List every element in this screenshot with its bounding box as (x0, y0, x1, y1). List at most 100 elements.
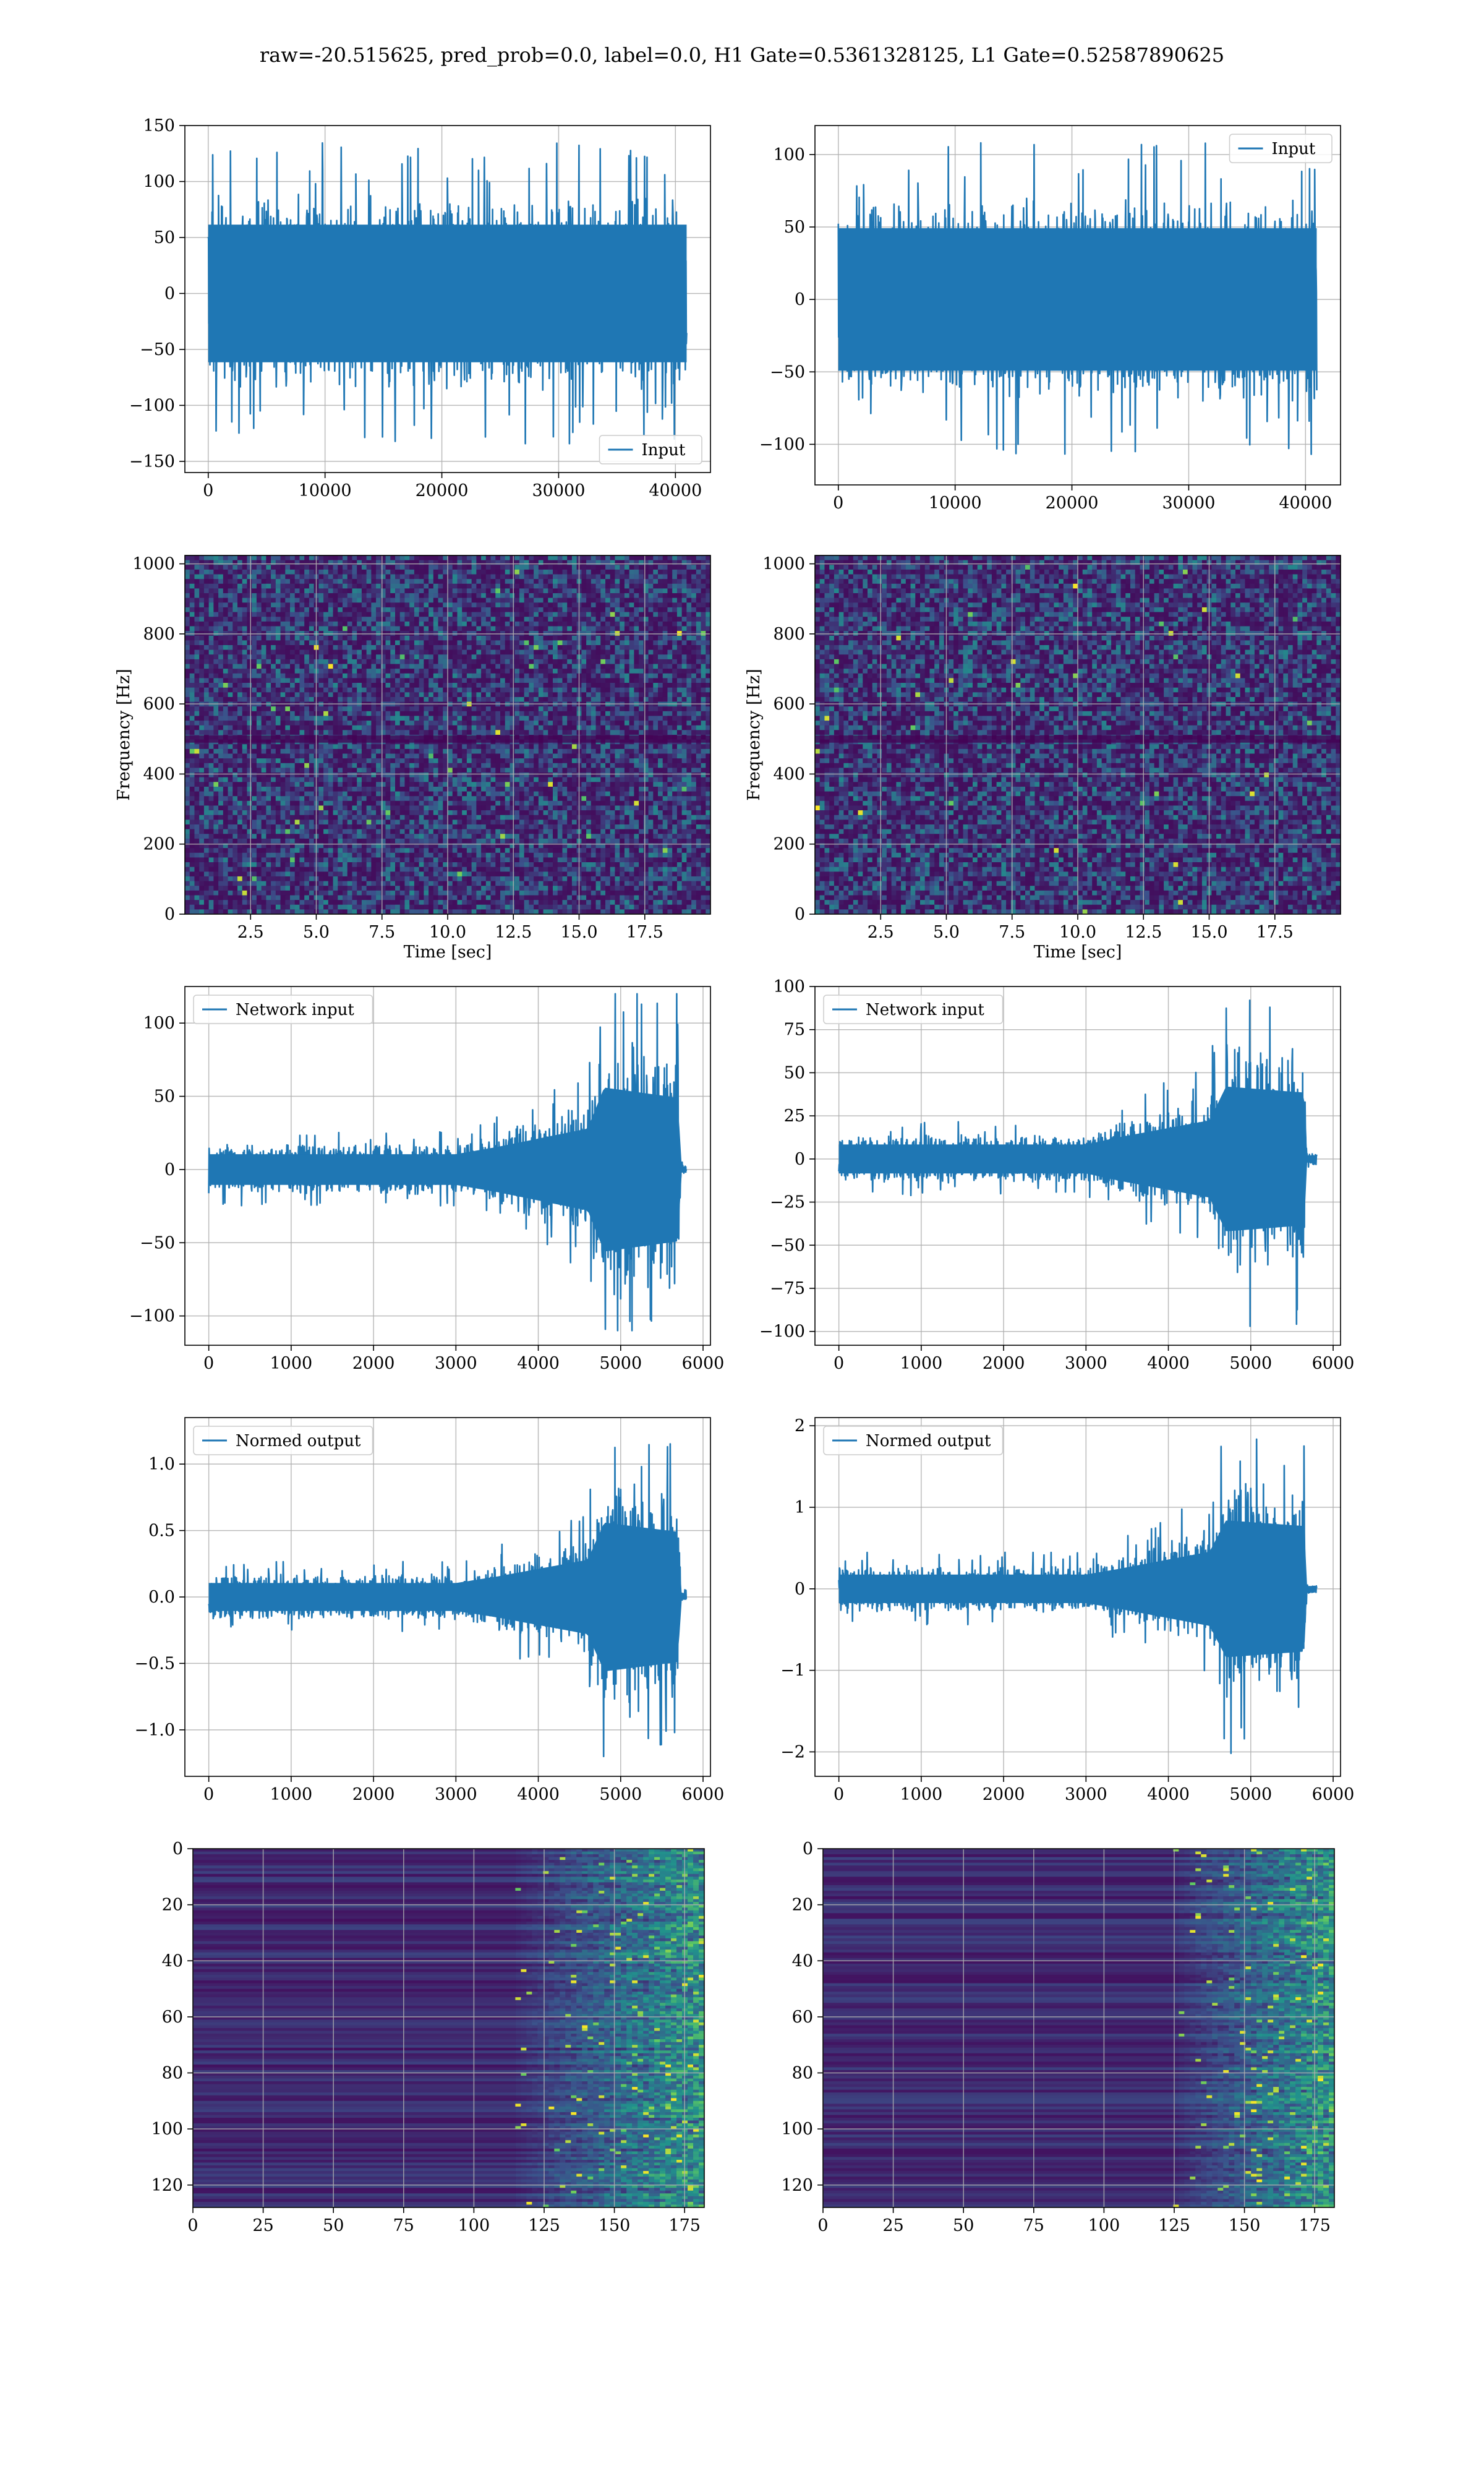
spectrogram-cell (242, 725, 247, 730)
spectrogram-cell (228, 612, 233, 617)
spectrogram-cell (261, 753, 267, 759)
spectrogram-cell (534, 716, 539, 721)
spectrogram-cell (242, 758, 247, 764)
spectrogram-cell (510, 664, 515, 669)
spectrogram-cell (643, 692, 649, 698)
spectrogram-cell (505, 583, 510, 589)
spectrogram-cell (534, 579, 539, 584)
spectrogram-cell (443, 612, 448, 617)
spectrogram-cell (624, 555, 630, 561)
spectrogram-cell (662, 711, 668, 716)
spectrogram-cell (357, 678, 362, 683)
spectrogram-cell (543, 626, 548, 631)
spectrogram-cell (328, 748, 333, 754)
spectrogram-cell (500, 654, 506, 660)
spectrogram-cell (371, 654, 377, 660)
spectrogram-cell (218, 621, 224, 627)
spectrogram-cell (189, 696, 195, 702)
spectrogram-cell (299, 753, 305, 759)
spectrogram-cell (490, 706, 496, 712)
spectrogram-cell (658, 635, 663, 641)
spectrogram-cell (667, 669, 673, 674)
spectrogram-cell (610, 574, 615, 580)
spectrogram-cell (409, 748, 415, 754)
spectrogram-cell (194, 635, 200, 641)
spectrogram-cell (481, 640, 487, 646)
spectrogram-cell (213, 621, 219, 627)
spectrogram-cell (571, 669, 578, 674)
spectrogram-cell (481, 597, 487, 603)
spectrogram-cell (333, 621, 338, 627)
spectrogram-cell (218, 659, 224, 664)
spectrogram-cell (185, 758, 190, 764)
spectrogram-cell (385, 654, 391, 660)
spectrogram-cell (208, 758, 214, 764)
spectrogram-cell (706, 574, 710, 580)
spectrogram-cell (471, 640, 477, 646)
spectrogram-cell (620, 758, 625, 764)
spectrogram-cell (672, 692, 678, 698)
spectrogram-cell (591, 569, 596, 575)
spectrogram-cell (610, 565, 615, 570)
spectrogram-cell (605, 659, 611, 664)
spectrogram-cell (514, 673, 520, 678)
spectrogram-cell (586, 583, 592, 589)
spectrogram-cell (208, 640, 214, 646)
spectrogram-cell (510, 692, 515, 698)
spectrogram-cell (223, 626, 228, 631)
spectrogram-cell (514, 565, 520, 570)
spectrogram-cell (620, 617, 625, 622)
spectrogram-cell (247, 626, 252, 631)
spectrogram-cell (419, 683, 424, 688)
spectrogram-cell (462, 725, 467, 730)
spectrogram-cell (634, 683, 639, 688)
spectrogram-cell (510, 635, 515, 641)
spectrogram-cell (485, 565, 491, 570)
spectrogram-cell (510, 687, 515, 693)
spectrogram-cell (586, 744, 592, 750)
spectrogram-cell (543, 696, 548, 702)
spectrogram-cell (524, 659, 529, 664)
spectrogram-cell (395, 569, 401, 575)
spectrogram-cell (280, 588, 286, 594)
spectrogram-cell (471, 574, 477, 580)
spectrogram-cell (347, 673, 352, 678)
spectrogram-cell (490, 730, 496, 735)
spectrogram-cell (395, 683, 401, 688)
spectrogram-cell (567, 664, 573, 669)
spectrogram-cell (199, 560, 205, 565)
spectrogram-cell (591, 626, 596, 631)
y-tick-label: 50 (784, 218, 805, 237)
spectrogram-cell (586, 659, 592, 664)
plot-area (185, 555, 710, 914)
spectrogram-cell (557, 607, 563, 612)
spectrogram-cell (333, 588, 338, 594)
spectrogram-cell (476, 687, 482, 693)
spectrogram-cell (696, 725, 701, 730)
spectrogram-cell (658, 654, 663, 660)
spectrogram-cell (681, 683, 687, 688)
spectrogram-cell (380, 555, 386, 561)
spectrogram-cell (395, 659, 401, 664)
spectrogram-cell (548, 569, 553, 575)
spectrogram-cell (443, 748, 448, 754)
spectrogram-cell (505, 725, 510, 730)
spectrogram-cell (199, 673, 205, 678)
spectrogram-cell (595, 621, 601, 627)
spectrogram-cell (361, 649, 367, 655)
spectrogram-cell (571, 744, 578, 750)
spectrogram-cell (538, 758, 544, 764)
spectrogram-cell (285, 621, 291, 627)
spectrogram-cell (443, 753, 448, 759)
spectrogram-cell (189, 612, 195, 617)
spectrogram-cell (605, 588, 611, 594)
spectrogram-cell (395, 748, 401, 754)
spectrogram-cell (505, 621, 510, 627)
spectrogram-cell (691, 673, 697, 678)
spectrogram-cell (371, 555, 377, 561)
spectrogram-cell (696, 687, 701, 693)
spectrogram-cell (194, 721, 200, 726)
spectrogram-cell (347, 758, 352, 764)
spectrogram-cell (304, 716, 310, 721)
spectrogram-cell (223, 654, 228, 660)
